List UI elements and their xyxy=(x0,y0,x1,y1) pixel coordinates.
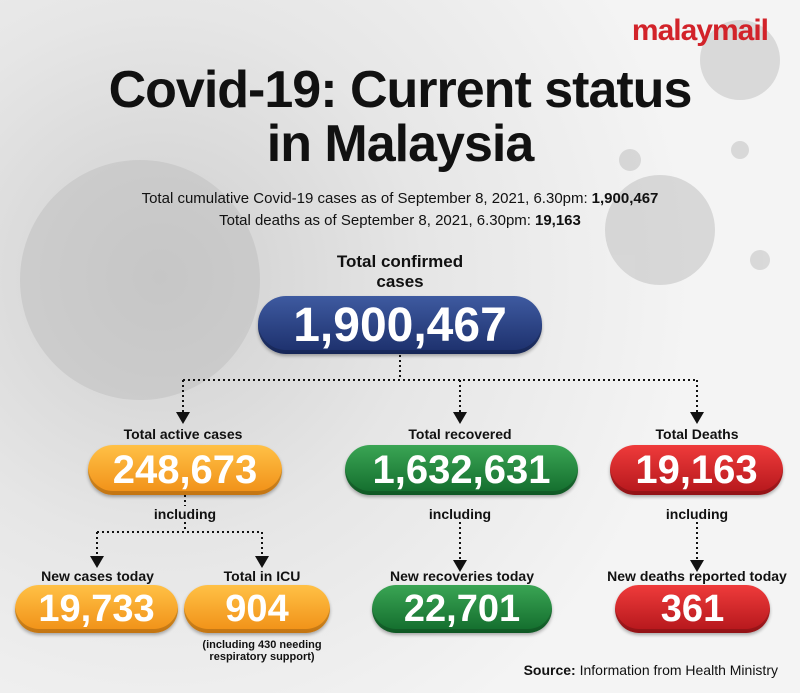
detail-value: 904 xyxy=(184,585,330,633)
source-text: Information from Health Ministry xyxy=(579,662,778,678)
group-value: 19,163 xyxy=(610,445,783,495)
title: Covid-19: Current status xyxy=(108,61,693,119)
group-label: Total Deaths xyxy=(655,426,739,442)
brand: malaymail xyxy=(631,14,769,47)
fact-value: 19,163 xyxy=(534,212,581,229)
source-label: Source: xyxy=(523,662,576,678)
total-value: 1,900,467 xyxy=(258,296,542,354)
total-label: Total confirmed cases xyxy=(336,252,464,291)
detail-label: Total in ICU xyxy=(223,568,301,584)
detail-label: New deaths reported today xyxy=(607,568,787,584)
source: Source: Information from Health Ministry xyxy=(524,662,778,678)
fact: Total deaths as of September 8, 2021, 6.… xyxy=(0,212,800,229)
including: including xyxy=(665,506,729,522)
detail-value: 22,701 xyxy=(372,585,552,633)
detail-label: New recoveries today xyxy=(390,568,534,584)
including: including xyxy=(428,506,492,522)
detail-value: 361 xyxy=(615,585,770,633)
title: in Malaysia xyxy=(266,115,534,173)
detail-value: 19,733 xyxy=(15,585,178,633)
fact: Total cumulative Covid-19 cases as of Se… xyxy=(0,190,800,207)
detail-label: New cases today xyxy=(41,568,154,584)
group-label: Total active cases xyxy=(123,426,243,442)
fact-text: Total deaths as of September 8, 2021, 6.… xyxy=(219,212,531,229)
fact-text: Total cumulative Covid-19 cases as of Se… xyxy=(141,190,588,207)
group-label: Total recovered xyxy=(408,426,512,442)
fact-value: 1,900,467 xyxy=(591,190,659,207)
detail-note: (including 430 needing respiratory suppo… xyxy=(202,639,322,663)
group-value: 1,632,631 xyxy=(345,445,578,495)
including: including xyxy=(153,506,217,522)
group-value: 248,673 xyxy=(88,445,282,495)
